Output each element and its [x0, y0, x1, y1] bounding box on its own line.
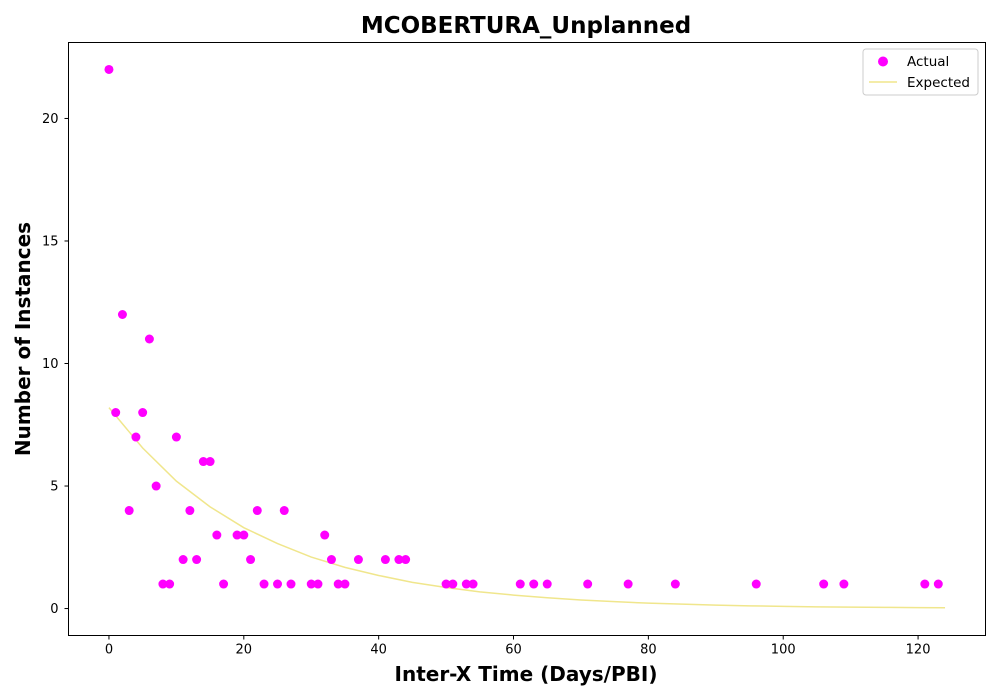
- actual-point: [205, 457, 215, 467]
- actual-point: [468, 579, 478, 589]
- legend: Actual Expected: [862, 48, 979, 96]
- actual-point: [111, 408, 121, 418]
- actual-point: [461, 579, 471, 589]
- y-axis: 0 5 10 15 20: [42, 112, 69, 617]
- actual-point: [583, 579, 593, 589]
- actual-point: [542, 579, 552, 589]
- actual-point: [171, 432, 181, 442]
- actual-point: [158, 579, 168, 589]
- actual-point: [246, 555, 256, 565]
- y-axis-label: Number of Instances: [11, 222, 35, 456]
- y-tick-label: 10: [42, 357, 59, 372]
- x-tick-label: 120: [906, 643, 931, 658]
- actual-point: [138, 408, 148, 418]
- actual-point: [401, 555, 411, 565]
- actual-point: [178, 555, 188, 565]
- actual-point: [819, 579, 829, 589]
- legend-label-expected: Expected: [907, 75, 970, 91]
- y-tick-label: 0: [50, 602, 58, 617]
- y-tick-label: 5: [50, 480, 58, 495]
- actual-point: [239, 530, 249, 540]
- x-tick-label: 80: [640, 643, 657, 658]
- x-tick-label: 0: [105, 643, 113, 658]
- actual-point: [273, 579, 283, 589]
- actual-point: [151, 481, 161, 491]
- legend-box: [862, 48, 979, 96]
- x-tick-label: 20: [236, 643, 253, 658]
- x-tick-label: 40: [370, 643, 387, 658]
- plot-area: [68, 42, 986, 636]
- y-tick-label: 20: [42, 112, 59, 127]
- actual-point: [232, 530, 242, 540]
- actual-point: [252, 506, 262, 516]
- expected-curve: [108, 407, 946, 609]
- actual-point: [839, 579, 849, 589]
- actual-point: [104, 64, 114, 74]
- x-tick-label: 100: [771, 643, 796, 658]
- actual-point: [313, 579, 323, 589]
- actual-point: [333, 579, 343, 589]
- actual-point: [380, 555, 390, 565]
- actual-point: [320, 530, 330, 540]
- actual-point: [623, 579, 633, 589]
- actual-point: [326, 555, 336, 565]
- actual-point: [212, 530, 222, 540]
- actual-point: [117, 310, 127, 319]
- legend-marker-actual: [878, 56, 888, 67]
- actual-point: [144, 334, 154, 344]
- x-axis: 0 20 40 60 80 100 120: [105, 635, 931, 658]
- actual-point: [306, 579, 316, 589]
- actual-point: [340, 579, 350, 589]
- actual-point: [933, 579, 943, 589]
- actual-point: [131, 432, 141, 442]
- legend-label-actual: Actual: [907, 54, 949, 70]
- actual-point: [124, 506, 134, 516]
- actual-point: [286, 579, 296, 589]
- chart-title: MCOBERTURA_Unplanned: [361, 13, 691, 39]
- actual-point: [441, 579, 451, 589]
- series-layer: [104, 64, 946, 609]
- actual-point: [165, 579, 175, 589]
- actual-point: [219, 579, 229, 589]
- y-tick-label: 15: [42, 234, 59, 249]
- actual-point: [353, 555, 363, 565]
- actual-point: [751, 579, 761, 589]
- actual-point: [279, 506, 289, 516]
- x-tick-label: 60: [505, 643, 522, 658]
- actual-point: [198, 457, 208, 467]
- actual-point: [259, 579, 269, 589]
- actual-point: [192, 555, 202, 565]
- actual-point: [185, 506, 195, 516]
- actual-point: [670, 579, 680, 589]
- actual-point: [920, 579, 930, 589]
- actual-point: [515, 579, 525, 589]
- actual-point: [394, 555, 404, 565]
- actual-point: [529, 579, 539, 589]
- actual-point: [448, 579, 458, 589]
- x-axis-label: Inter-X Time (Days/PBI): [395, 662, 658, 686]
